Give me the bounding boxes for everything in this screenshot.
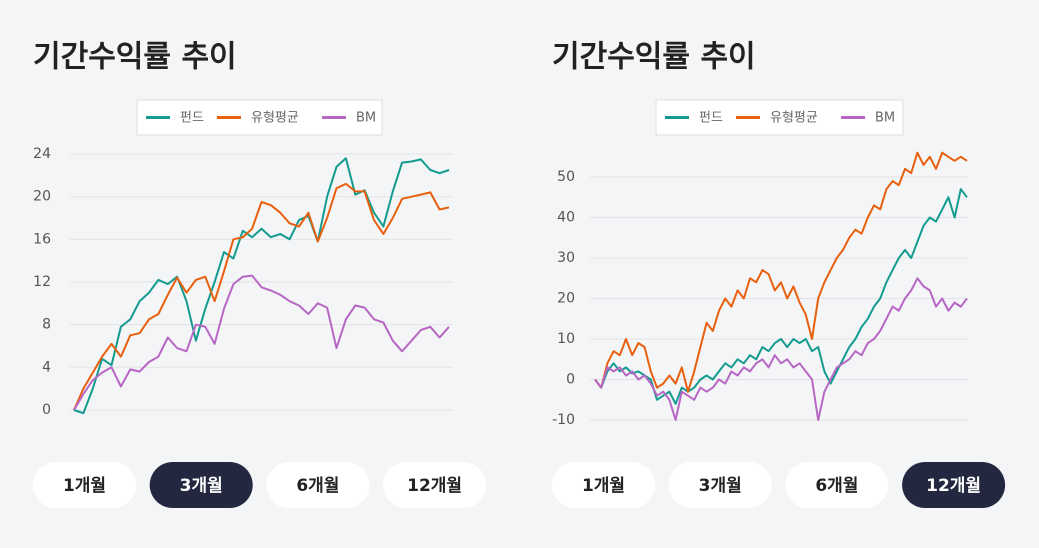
- legend-label: BM: [356, 111, 376, 126]
- period-button[interactable]: [902, 462, 1006, 508]
- period-button-label[interactable]: 12개월: [926, 476, 981, 496]
- series-line: [594, 151, 968, 393]
- y-tick-label: 12: [33, 274, 51, 290]
- y-tick-label: 30: [557, 250, 575, 266]
- period-button[interactable]: [668, 462, 772, 508]
- legend-label: 유형평균: [770, 111, 818, 126]
- period-button-label[interactable]: 3개월: [699, 476, 742, 496]
- legend-label: 펀드: [180, 111, 204, 126]
- series-line: [594, 188, 968, 405]
- period-button-label[interactable]: 1개월: [582, 476, 625, 496]
- period-button-label[interactable]: 6개월: [815, 476, 858, 496]
- chart-title: 기간수익률 추이: [33, 40, 237, 75]
- y-tick-label: 20: [33, 189, 51, 205]
- period-button[interactable]: [552, 462, 655, 508]
- series-line: [73, 157, 450, 415]
- period-button[interactable]: [33, 462, 136, 508]
- legend-label: BM: [875, 111, 895, 126]
- period-button[interactable]: [149, 462, 253, 508]
- y-tick-label: 8: [42, 317, 51, 333]
- period-button-label[interactable]: 6개월: [296, 476, 339, 496]
- legend-label: 유형평균: [251, 111, 299, 126]
- y-tick-label: 24: [33, 146, 51, 162]
- period-button[interactable]: [383, 462, 487, 508]
- y-tick-label: 0: [42, 402, 51, 418]
- y-tick-label: -10: [552, 412, 575, 428]
- chart-title: 기간수익률 추이: [552, 40, 756, 75]
- y-tick-label: 0: [566, 372, 575, 388]
- period-button-label[interactable]: 12개월: [407, 476, 462, 496]
- period-button[interactable]: [266, 462, 370, 508]
- series-line: [73, 274, 450, 411]
- period-button-label[interactable]: 3개월: [180, 476, 223, 496]
- series-line: [73, 182, 450, 411]
- y-tick-label: 4: [42, 359, 51, 375]
- y-tick-label: 20: [557, 291, 575, 307]
- period-button-label[interactable]: 1개월: [63, 476, 106, 496]
- y-tick-label: 40: [557, 210, 575, 226]
- y-tick-label: 50: [557, 169, 575, 185]
- y-tick-label: 10: [557, 331, 575, 347]
- period-button[interactable]: [785, 462, 889, 508]
- y-tick-label: 16: [33, 231, 51, 247]
- series-line: [594, 277, 968, 421]
- legend-label: 펀드: [699, 111, 723, 126]
